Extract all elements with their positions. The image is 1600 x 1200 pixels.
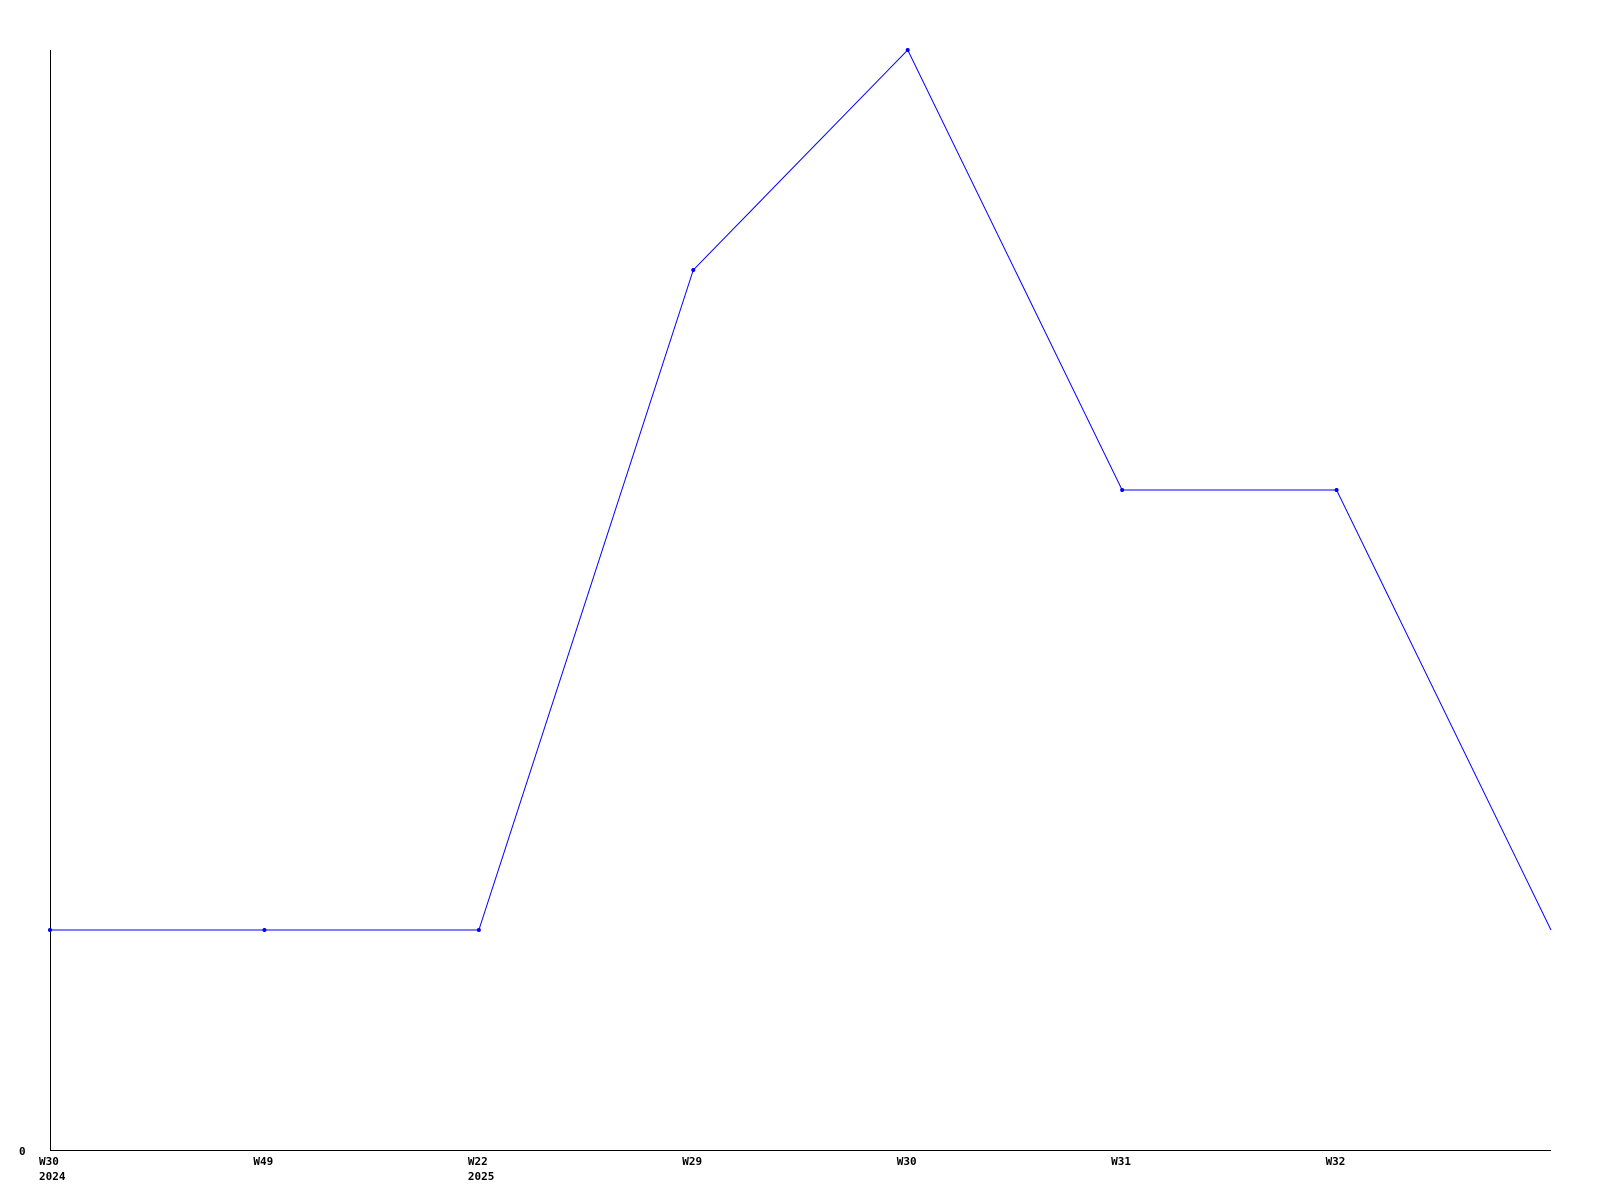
data-point [905, 48, 910, 52]
x-tick-label-week: W29 [682, 1155, 702, 1168]
data-point [48, 928, 52, 932]
x-tick-label-year: 2025 [468, 1170, 495, 1183]
y-tick-label-0: 0 [19, 1145, 26, 1158]
x-tick-label-year: 2024 [39, 1170, 66, 1183]
x-tick-label-week: W49 [253, 1155, 273, 1168]
x-tick-label-week: W32 [1326, 1155, 1346, 1168]
data-point [1120, 488, 1125, 492]
data-point [262, 928, 267, 932]
x-tick-label-week: W22 [468, 1155, 488, 1168]
x-tick-label-week: W31 [1111, 1155, 1131, 1168]
series-line [50, 49, 1552, 931]
data-point [691, 268, 696, 272]
data-point [1334, 488, 1339, 492]
x-tick-label-week: W30 [897, 1155, 917, 1168]
data-point [476, 928, 481, 932]
x-tick-label-week: W30 [39, 1155, 59, 1168]
